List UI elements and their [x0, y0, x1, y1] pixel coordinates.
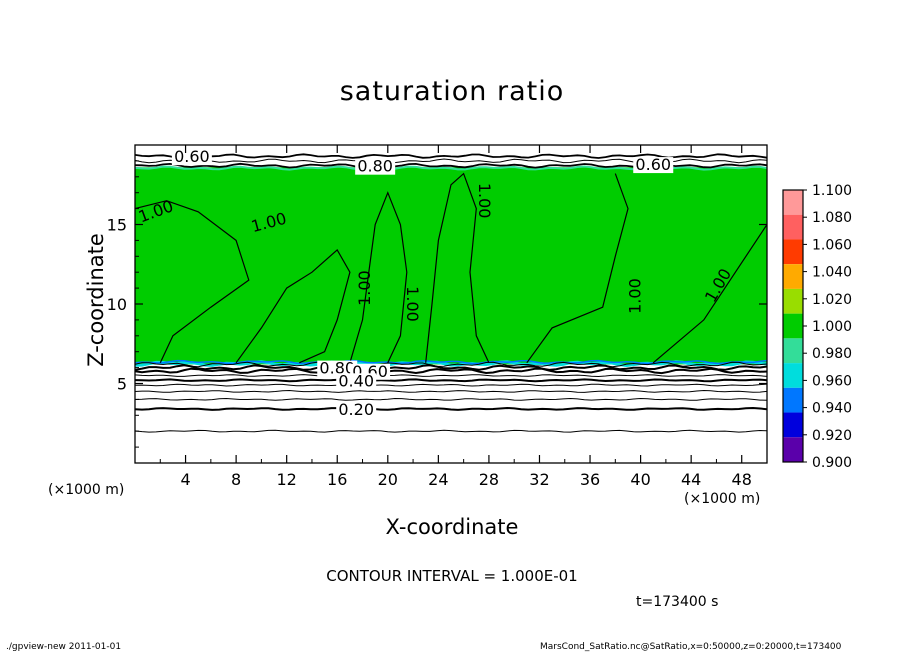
contour-lower-line [134, 378, 768, 383]
colorbar-segment [783, 412, 803, 438]
colorbar-segment [783, 387, 803, 413]
contour-label-bg [355, 158, 396, 175]
contour-lower-line [134, 389, 768, 393]
colorbar-label: 0.960 [812, 373, 852, 389]
colorbar-segment [783, 214, 803, 240]
y-tick-label: 5 [117, 375, 127, 394]
colorbar-segment [783, 363, 803, 388]
contour-1-00-line [526, 173, 629, 364]
contour-label: 0.80 [357, 157, 393, 176]
x-tick-label: 20 [378, 470, 398, 489]
colorbar-segment [783, 264, 803, 289]
footer-left-text: ./gpview-new 2011-01-01 [6, 642, 122, 652]
contour-label-1-00: 1.00 [475, 183, 494, 219]
colorbar-segment [783, 190, 803, 215]
contour-label: 0.40 [338, 371, 374, 390]
colorbar-label: 1.100 [812, 183, 852, 199]
contour-label: 0.20 [338, 400, 374, 419]
time-label: t=173400 s [636, 594, 719, 610]
fringe-lower-blue [134, 359, 768, 365]
contour-1-00-line [652, 224, 768, 364]
contour-lower-line [134, 406, 768, 411]
contour-label: 0.60 [174, 147, 210, 166]
contour-label-bg [317, 360, 358, 377]
y-tick-label: 10 [107, 295, 127, 314]
x-tick-label: 44 [681, 470, 701, 489]
contour-label-bg [336, 401, 377, 418]
colorbar-label: 1.080 [812, 210, 852, 226]
x-tick-label: 24 [428, 470, 448, 489]
contour-lower-line [134, 429, 768, 433]
contour-1-00-line [134, 200, 250, 364]
colorbar-label: 1.020 [812, 292, 852, 308]
x-tick-label: 12 [277, 470, 297, 489]
contour-label-bg [633, 157, 674, 174]
contour-label-bg [336, 373, 377, 390]
contour-1-00-line [425, 172, 490, 364]
colorbar-label: 0.980 [812, 346, 852, 362]
x-tick-label: 36 [580, 470, 600, 489]
contour-lower-line [134, 367, 768, 375]
colorbar-segment [783, 437, 803, 462]
contour-lower-line [134, 361, 768, 368]
x-axis-label: X-coordinate [385, 515, 519, 539]
colorbar-segment [783, 288, 803, 314]
colorbar-segment [783, 338, 803, 364]
contour-lower-line [134, 364, 768, 371]
contour-label: 0.60 [635, 155, 671, 174]
x-tick-label: 28 [479, 470, 499, 489]
contour-1-00-line [349, 191, 408, 364]
colorbar-label: 0.900 [812, 455, 852, 471]
contour-lower-line [134, 374, 768, 378]
contour-label-1-00: 1.00 [355, 270, 374, 306]
contour-1-00-line [235, 248, 351, 364]
contour-label-1-00: 1.00 [626, 278, 645, 314]
saturated-region-fill [135, 167, 767, 365]
contour-upper-line [134, 153, 768, 159]
x-axis-unit-left: (×1000 m) [48, 482, 125, 498]
y-tick-label: 15 [107, 216, 127, 235]
contour-label-1-00: 1.00 [403, 286, 422, 322]
colorbar-label: 0.940 [812, 401, 852, 417]
chart-title: saturation ratio [339, 76, 565, 107]
colorbar-label: 1.060 [812, 237, 852, 253]
x-tick-label: 40 [630, 470, 650, 489]
footer-right-text: MarsCond_SatRatio.nc@SatRatio,x=0:50000,… [540, 642, 842, 652]
colorbar-label: 1.040 [812, 265, 852, 281]
contour-lower-line [134, 383, 768, 387]
x-tick-label: 32 [529, 470, 549, 489]
contour-lower-line [134, 397, 768, 401]
contour-label-bg [171, 149, 212, 166]
colorbar-segment [783, 239, 803, 265]
x-tick-label: 16 [327, 470, 347, 489]
colorbar-label: 1.000 [812, 319, 852, 335]
x-tick-label: 8 [231, 470, 241, 489]
contour-interval-note: CONTOUR INTERVAL = 1.000E-01 [326, 567, 578, 585]
x-axis-unit-right: (×1000 m) [684, 491, 761, 507]
contour-label: 0.80 [319, 359, 355, 378]
x-tick-label: 4 [180, 470, 190, 489]
x-tick-label: 48 [732, 470, 752, 489]
colorbar-segment [783, 313, 803, 339]
colorbar-label: 0.920 [812, 428, 852, 444]
